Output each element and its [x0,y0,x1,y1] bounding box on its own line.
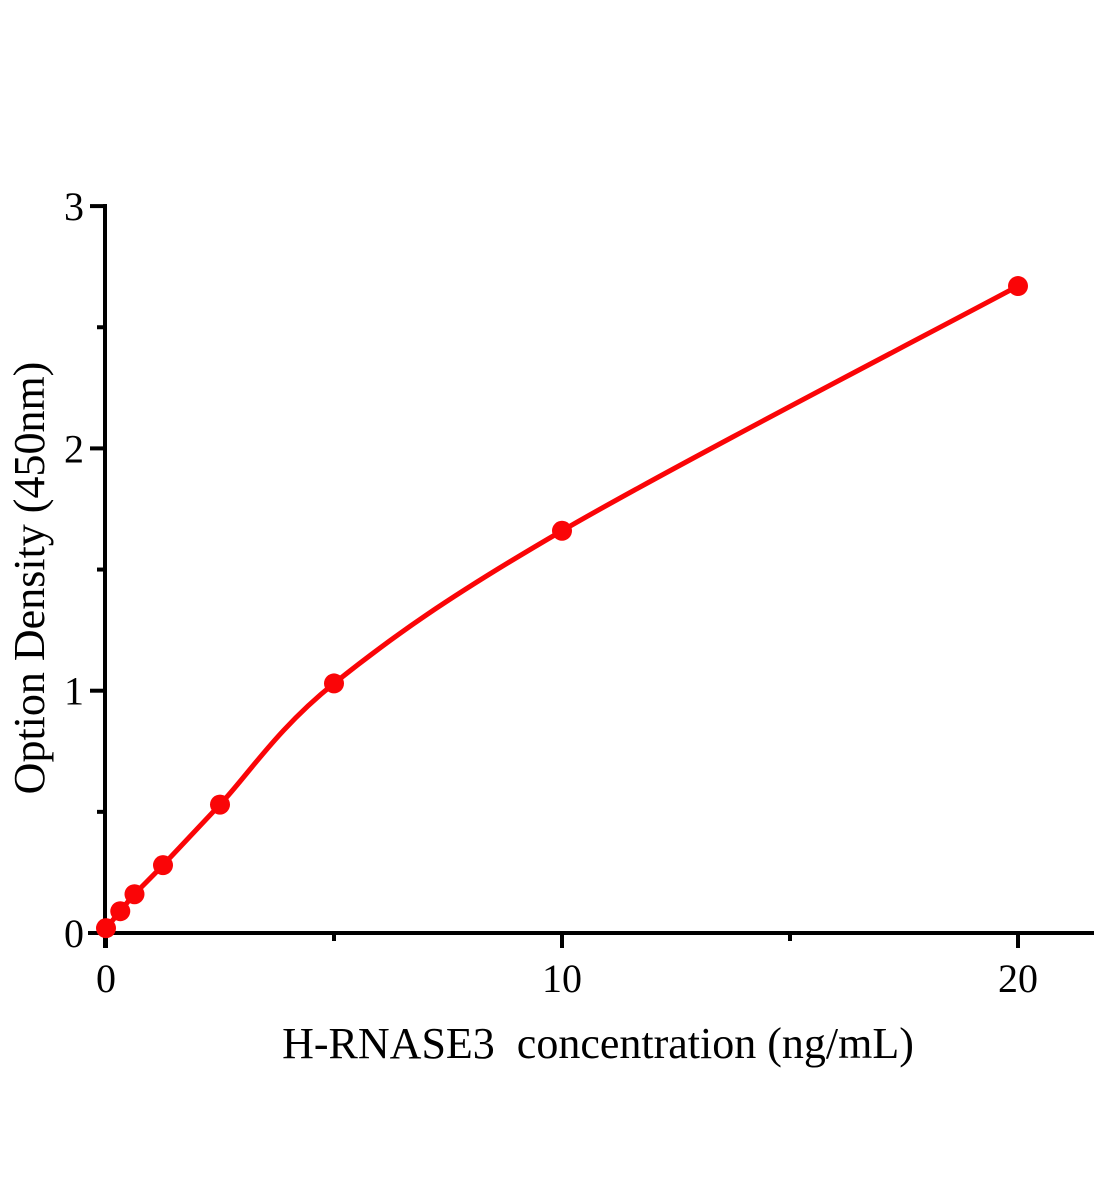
data-point-marker [110,901,131,922]
x-axis-title: H-RNASE3 concentration (ng/mL) [282,1019,914,1068]
x-axis-ticks [104,933,1020,948]
data-series [96,276,1028,939]
data-point-marker [552,520,572,541]
data-point-marker [153,855,173,876]
y-tick-label: 1 [64,669,84,714]
x-tick-label: 20 [998,956,1038,1001]
data-point-marker [1008,276,1028,297]
data-point-marker [96,918,116,939]
x-tick-label: 0 [96,956,116,1001]
data-point-marker [324,673,344,694]
y-axis-tick-labels: 0 1 2 3 [64,184,84,956]
data-point-marker [210,794,230,815]
y-tick-label: 0 [64,911,84,956]
x-axis-tick-labels: 0 10 20 [96,956,1038,1001]
fit-curve-line [103,283,1021,931]
y-tick-label: 3 [64,184,84,229]
data-point-marker [124,884,145,905]
data-point-markers [96,276,1028,939]
y-tick-label: 2 [64,426,84,471]
y-axis-title: Option Density (450nm) [5,362,54,795]
y-axis-ticks [90,204,105,935]
x-tick-label: 10 [542,956,582,1001]
x-axis: 0 10 20 [88,931,1094,1001]
y-axis: 0 1 2 3 [64,184,107,956]
